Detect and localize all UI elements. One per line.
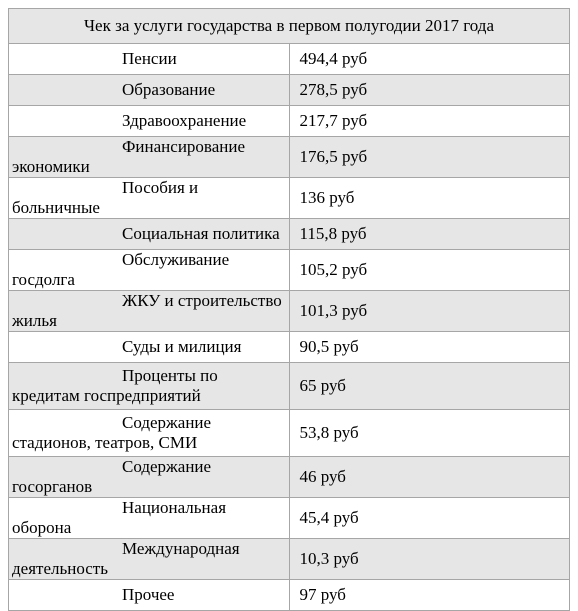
table-row: Содержание госорганов 46 руб	[8, 456, 570, 498]
row-label-cell: Пенсии	[8, 43, 290, 75]
table-row: Национальная оборона 45,4 руб	[8, 497, 570, 539]
row-amount: 105,2 руб	[299, 260, 368, 279]
row-label-cell: Национальная оборона	[8, 497, 290, 539]
row-label-cell: Здравоохранение	[8, 105, 290, 137]
row-amount-cell: 278,5 руб	[288, 74, 570, 106]
row-amount: 65 руб	[299, 376, 346, 395]
row-amount-cell: 97 руб	[288, 579, 570, 611]
row-amount-cell: 136 руб	[288, 177, 570, 219]
row-label-cell: Финансирование экономики	[8, 136, 290, 178]
row-label: Образование	[122, 80, 216, 99]
table-row: Содержание стадионов, театров, СМИ 53,8 …	[8, 409, 570, 457]
row-label: Финансирование экономики	[12, 137, 246, 176]
row-label: Содержание стадионов, театров, СМИ	[12, 413, 212, 452]
row-amount-cell: 90,5 руб	[288, 331, 570, 363]
row-amount-cell: 217,7 руб	[288, 105, 570, 137]
row-label: Проценты по кредитам госпредприятий	[12, 366, 218, 405]
row-label: Национальная оборона	[12, 498, 227, 537]
receipt-table: Чек за услуги государства в первом полуг…	[8, 8, 570, 611]
row-amount: 45,4 руб	[299, 508, 359, 527]
row-amount: 136 руб	[299, 188, 355, 207]
row-amount: 494,4 руб	[299, 49, 368, 68]
row-label: Прочее	[122, 585, 175, 604]
row-amount-cell: 494,4 руб	[288, 43, 570, 75]
row-label: Суды и милиция	[122, 337, 242, 356]
table-row: Обслуживание госдолга 105,2 руб	[8, 249, 570, 291]
table-row: ЖКУ и строительство жилья 101,3 руб	[8, 290, 570, 332]
row-label-cell: Международная деятельность	[8, 538, 290, 580]
row-label-cell: Проценты по кредитам госпредприятий	[8, 362, 290, 410]
table-title: Чек за услуги государства в первом полуг…	[8, 8, 570, 44]
row-label: Пенсии	[122, 49, 177, 68]
row-label-cell: Пособия и больничные	[8, 177, 290, 219]
table-row: Прочее 97 руб	[8, 579, 570, 611]
row-label-cell: Содержание госорганов	[8, 456, 290, 498]
table-row: Пособия и больничные 136 руб	[8, 177, 570, 219]
row-amount: 115,8 руб	[299, 224, 367, 243]
row-amount: 176,5 руб	[299, 147, 368, 166]
row-label-cell: Социальная политика	[8, 218, 290, 250]
row-amount: 90,5 руб	[299, 337, 359, 356]
row-amount: 97 руб	[299, 585, 346, 604]
row-label-cell: Содержание стадионов, театров, СМИ	[8, 409, 290, 457]
row-label-cell: Суды и милиция	[8, 331, 290, 363]
row-label: Содержание госорганов	[12, 457, 212, 496]
row-label: Социальная политика	[122, 224, 280, 243]
table-row: Пенсии 494,4 руб	[8, 43, 570, 75]
row-amount-cell: 115,8 руб	[288, 218, 570, 250]
row-amount-cell: 176,5 руб	[288, 136, 570, 178]
row-amount-cell: 105,2 руб	[288, 249, 570, 291]
row-label-cell: ЖКУ и строительство жилья	[8, 290, 290, 332]
row-amount-cell: 10,3 руб	[288, 538, 570, 580]
row-label: ЖКУ и строительство жилья	[12, 291, 282, 330]
row-label: Международная деятельность	[12, 539, 240, 578]
table-row: Проценты по кредитам госпредприятий 65 р…	[8, 362, 570, 410]
row-amount-cell: 65 руб	[288, 362, 570, 410]
row-amount-cell: 46 руб	[288, 456, 570, 498]
table-row: Образование 278,5 руб	[8, 74, 570, 106]
row-amount: 53,8 руб	[299, 423, 359, 442]
table-row: Финансирование экономики 176,5 руб	[8, 136, 570, 178]
row-label-cell: Образование	[8, 74, 290, 106]
row-amount-cell: 101,3 руб	[288, 290, 570, 332]
table-title-row: Чек за услуги государства в первом полуг…	[8, 8, 570, 44]
row-amount: 278,5 руб	[299, 80, 368, 99]
row-amount: 101,3 руб	[299, 301, 368, 320]
row-amount: 10,3 руб	[299, 549, 359, 568]
row-amount-cell: 53,8 руб	[288, 409, 570, 457]
row-label-cell: Прочее	[8, 579, 290, 611]
table-row: Суды и милиция 90,5 руб	[8, 331, 570, 363]
table-row: Международная деятельность 10,3 руб	[8, 538, 570, 580]
table-row: Здравоохранение 217,7 руб	[8, 105, 570, 137]
row-label: Здравоохранение	[122, 111, 247, 130]
row-amount: 46 руб	[299, 467, 346, 486]
table-row: Социальная политика 115,8 руб	[8, 218, 570, 250]
row-label-cell: Обслуживание госдолга	[8, 249, 290, 291]
row-amount: 217,7 руб	[299, 111, 368, 130]
row-amount-cell: 45,4 руб	[288, 497, 570, 539]
row-label: Обслуживание госдолга	[12, 250, 230, 289]
row-label: Пособия и больничные	[12, 178, 199, 217]
